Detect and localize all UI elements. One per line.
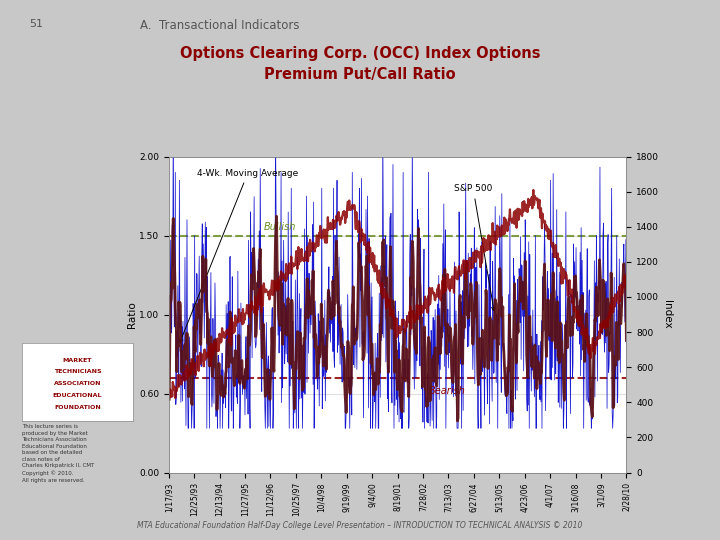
Text: 4-Wk. Moving Average: 4-Wk. Moving Average [179, 168, 298, 342]
Text: S&P 500: S&P 500 [454, 184, 495, 311]
Y-axis label: Index: Index [662, 300, 672, 329]
Text: Premium Put/Call Ratio: Premium Put/Call Ratio [264, 68, 456, 83]
Y-axis label: Ratio: Ratio [127, 301, 137, 328]
Text: Bearish: Bearish [428, 386, 465, 396]
Text: 51: 51 [29, 19, 42, 29]
Text: Bullish: Bullish [264, 222, 296, 232]
Text: ASSOCIATION: ASSOCIATION [54, 381, 101, 386]
Text: FOUNDATION: FOUNDATION [54, 404, 101, 410]
Text: Options Clearing Corp. (OCC) Index Options: Options Clearing Corp. (OCC) Index Optio… [180, 46, 540, 61]
Text: This lecture series is
produced by the Market
Technicians Association
Educationa: This lecture series is produced by the M… [22, 424, 94, 483]
Text: TECHNICIANS: TECHNICIANS [53, 369, 102, 374]
Text: MTA Educational Foundation Half-Day College Level Presentation – INTRODUCTION TO: MTA Educational Foundation Half-Day Coll… [138, 521, 582, 530]
Text: EDUCATIONAL: EDUCATIONAL [53, 393, 102, 398]
Text: MARKET: MARKET [63, 357, 92, 363]
Text: A.  Transactional Indicators: A. Transactional Indicators [140, 19, 300, 32]
